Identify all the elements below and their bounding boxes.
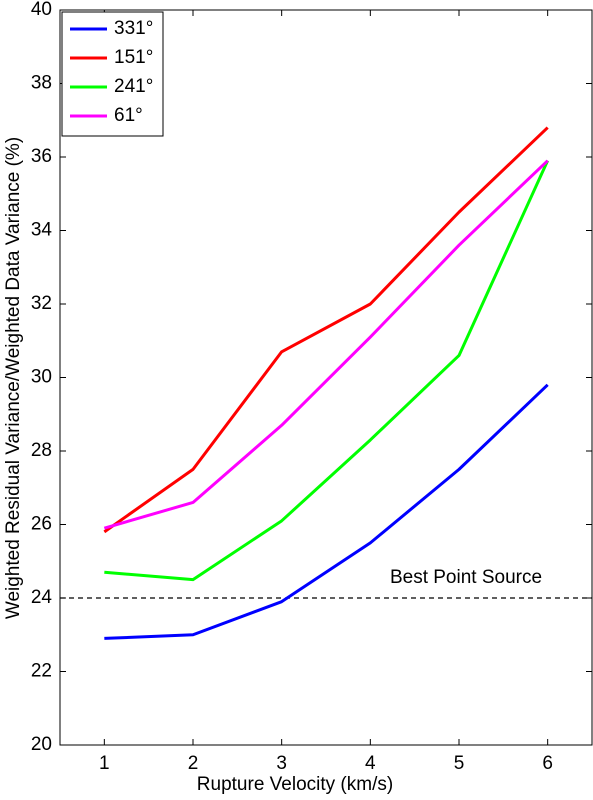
legend-label: 241°	[114, 76, 153, 97]
y-tick-label: 26	[31, 514, 52, 535]
y-tick-label: 34	[31, 220, 53, 241]
y-tick-label: 20	[31, 734, 52, 755]
x-axis-label: Rupture Velocity (km/s)	[197, 774, 393, 795]
legend-label: 151°	[114, 47, 153, 68]
x-tick-label: 3	[276, 753, 287, 774]
x-tick-label: 1	[99, 753, 110, 774]
legend-label: 61°	[114, 105, 143, 126]
y-axis-label: Weighted Residual Variance/Weighted Data…	[3, 137, 24, 619]
x-tick-label: 4	[365, 753, 376, 774]
y-tick-label: 36	[31, 146, 52, 167]
y-tick-label: 32	[31, 293, 52, 314]
y-tick-label: 40	[31, 0, 52, 20]
x-tick-label: 5	[454, 753, 465, 774]
y-tick-label: 24	[31, 587, 53, 608]
y-tick-label: 38	[31, 73, 52, 94]
reference-label: Best Point Source	[390, 567, 542, 588]
series-line	[103, 126, 549, 534]
x-tick-label: 2	[188, 753, 199, 774]
series-line	[103, 159, 549, 530]
series-line	[104, 160, 550, 582]
y-tick-label: 30	[31, 367, 52, 388]
legend-label: 331°	[114, 18, 153, 39]
y-tick-label: 28	[31, 440, 52, 461]
series-line	[104, 383, 549, 640]
y-tick-label: 22	[31, 661, 52, 682]
x-tick-label: 6	[542, 753, 553, 774]
